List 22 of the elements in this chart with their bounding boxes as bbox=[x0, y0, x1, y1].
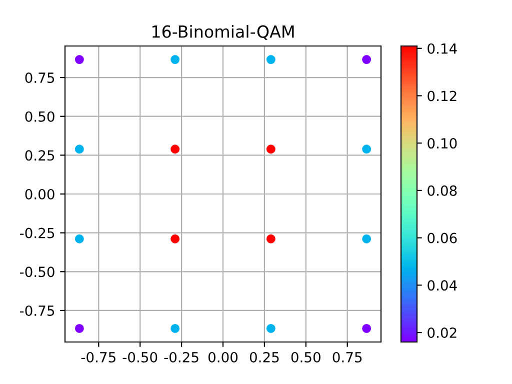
x-tick-label: 0.75 bbox=[332, 352, 362, 362]
color-bar-label: 0.10 bbox=[428, 138, 457, 149]
color-bar-label: 0.06 bbox=[428, 232, 457, 244]
y-tick-label: 0.75 bbox=[25, 72, 54, 83]
x-tick-label: 0.00 bbox=[208, 352, 238, 362]
color-bar-label: 0.02 bbox=[428, 327, 456, 338]
x-tick-label: -0.75 bbox=[81, 352, 116, 362]
x-tick-label: -0.50 bbox=[122, 352, 158, 362]
y-tick-label: 0.50 bbox=[25, 111, 54, 122]
x-tick-label: -0.25 bbox=[164, 352, 198, 362]
x-tick-label: 0.50 bbox=[291, 352, 320, 362]
y-tick-label: -0.50 bbox=[20, 266, 54, 278]
color-bar-label: 0.14 bbox=[428, 43, 457, 54]
y-tick-label: -0.25 bbox=[20, 228, 54, 238]
y-tick-label: 0.25 bbox=[25, 150, 54, 161]
y-tick-label: -0.75 bbox=[20, 305, 54, 316]
chart-title: 16-Binomial-QAM bbox=[152, 25, 294, 40]
y-tick-label: 0.00 bbox=[25, 188, 54, 200]
x-tick-label: 0.25 bbox=[250, 352, 279, 362]
color-bar-label: 0.12 bbox=[428, 90, 456, 102]
color-bar-label: 0.08 bbox=[428, 185, 457, 196]
color-bar-label: 0.04 bbox=[428, 280, 457, 291]
